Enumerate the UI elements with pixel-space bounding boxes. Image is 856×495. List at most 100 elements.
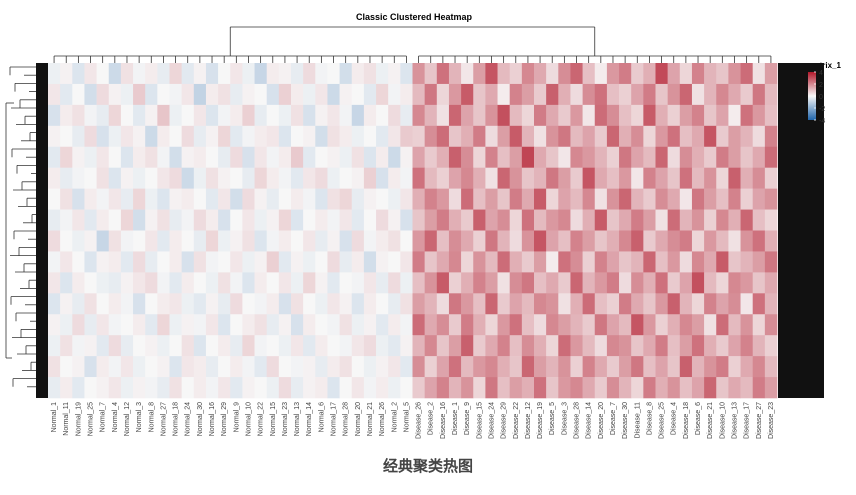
cell [643,146,656,168]
cell [509,230,523,252]
cell [594,188,608,210]
cell [534,272,547,294]
cell [193,314,207,336]
cell [558,83,571,106]
cell [534,314,547,336]
cell [339,63,353,85]
cell [619,104,632,127]
cell [594,146,608,168]
cell [473,314,486,336]
cell [716,63,729,85]
cell [631,335,644,357]
cell [521,356,535,378]
cell [473,188,486,210]
cell [534,335,547,357]
cell [461,272,474,294]
cell [303,356,316,378]
column-label: Normal_3 [136,402,143,432]
cell [108,63,122,85]
cell [448,377,462,399]
cell [643,272,656,294]
cell [351,167,365,189]
cell [205,167,219,189]
cell [351,125,365,148]
cell [157,314,170,336]
cell [740,230,753,252]
cell [570,188,583,210]
cell [327,104,340,127]
cell [728,377,741,399]
cell [716,293,729,315]
cell [205,356,219,378]
cell [704,335,717,357]
cell [145,230,158,252]
column-label: Disease_2 [428,402,435,435]
cell [752,146,766,168]
cell [266,230,280,252]
cell [691,314,705,336]
cell [96,125,110,148]
cell [205,314,219,336]
cell [679,230,693,252]
cell [619,167,632,189]
cell [728,209,741,231]
cell [388,293,401,315]
cell [740,146,753,168]
cell [291,293,304,315]
cell [558,356,571,378]
cell [704,188,717,210]
cell [448,230,462,252]
cell [594,167,608,189]
cell [448,146,462,168]
cell [473,272,486,294]
cell [704,209,717,231]
cell [606,293,620,315]
cell [218,188,231,210]
cell [412,335,425,357]
column-label: Disease_15 [476,402,483,439]
cell [84,272,97,294]
cell [485,209,498,231]
cell [120,167,134,189]
cell [218,125,231,148]
cell [594,356,608,378]
cell [108,104,122,127]
cell [716,125,729,148]
cell [509,125,523,148]
cell [48,230,61,252]
cell [497,335,510,357]
cell [376,251,389,273]
cell [424,63,438,85]
cell [230,272,243,294]
cell [655,104,668,127]
cell [691,356,705,378]
cell [691,167,705,189]
cell [655,83,668,106]
cell [631,209,644,231]
cell [400,188,413,210]
cell [327,63,340,85]
cell [218,230,231,252]
cell [631,104,644,127]
cell [643,63,656,85]
cell [497,104,510,127]
column-label: Disease_11 [634,402,641,439]
cell [691,125,705,148]
cell [291,188,304,210]
cell [230,167,243,189]
cell [473,146,486,168]
cell [400,83,413,106]
cell [509,83,523,106]
cell [181,293,195,315]
cell [108,251,122,273]
cell [704,146,717,168]
cell [619,377,632,399]
cell [60,272,73,294]
cell [145,167,158,189]
cell [594,335,608,357]
cell [546,167,559,189]
cell [728,230,741,252]
cell [752,209,766,231]
cell [497,356,510,378]
